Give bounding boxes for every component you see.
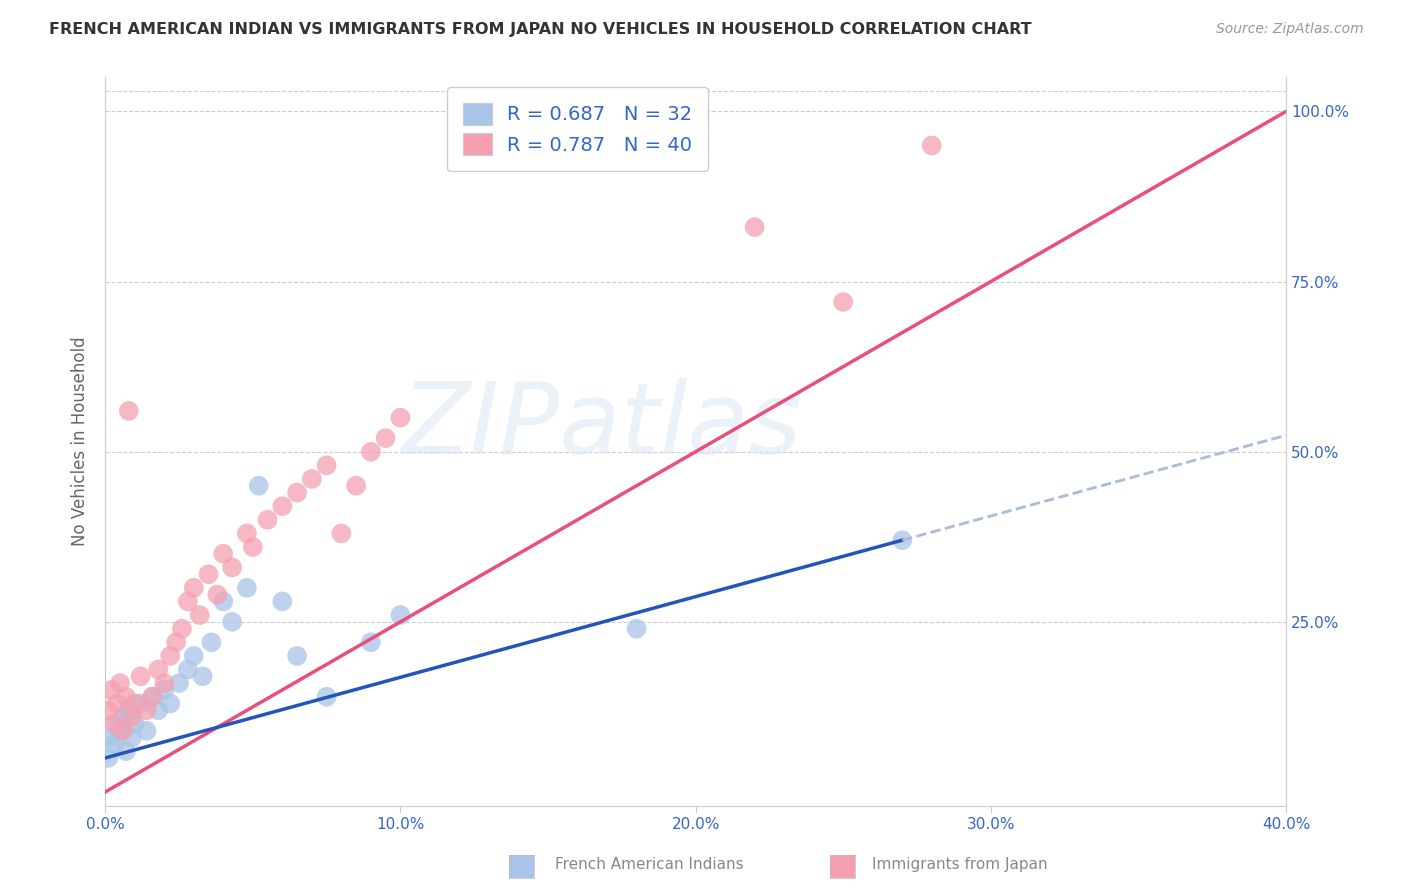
Point	[118, 404, 141, 418]
Point	[124, 717, 146, 731]
Point	[159, 697, 181, 711]
Point	[315, 690, 337, 704]
Point	[744, 220, 766, 235]
Point	[105, 697, 128, 711]
Point	[170, 622, 193, 636]
Point	[165, 635, 187, 649]
Point	[389, 608, 412, 623]
Point	[236, 526, 259, 541]
Point	[124, 697, 146, 711]
Point	[129, 669, 152, 683]
Point	[212, 594, 235, 608]
Point	[108, 723, 131, 738]
Point	[115, 744, 138, 758]
Point	[344, 479, 367, 493]
Point	[197, 567, 219, 582]
Point	[183, 648, 205, 663]
Point	[207, 588, 229, 602]
Point	[159, 648, 181, 663]
Point	[97, 751, 120, 765]
Point	[183, 581, 205, 595]
Point	[315, 458, 337, 473]
Point	[221, 615, 243, 629]
Point	[100, 731, 122, 745]
Point	[111, 723, 134, 738]
Text: Source: ZipAtlas.com: Source: ZipAtlas.com	[1216, 22, 1364, 37]
Point	[100, 682, 122, 697]
Point	[141, 690, 163, 704]
Point	[97, 703, 120, 717]
Point	[111, 710, 134, 724]
Legend: R = 0.687   N = 32, R = 0.787   N = 40: R = 0.687 N = 32, R = 0.787 N = 40	[447, 87, 709, 171]
Point	[129, 697, 152, 711]
Point	[118, 703, 141, 717]
Point	[921, 138, 943, 153]
Point	[148, 663, 170, 677]
Point	[177, 663, 200, 677]
Point	[188, 608, 211, 623]
Point	[148, 703, 170, 717]
Point	[103, 737, 125, 751]
Text: FRENCH AMERICAN INDIAN VS IMMIGRANTS FROM JAPAN NO VEHICLES IN HOUSEHOLD CORRELA: FRENCH AMERICAN INDIAN VS IMMIGRANTS FRO…	[49, 22, 1032, 37]
Point	[103, 717, 125, 731]
Point	[167, 676, 190, 690]
Point	[135, 723, 157, 738]
Point	[108, 676, 131, 690]
Point	[271, 594, 294, 608]
Text: French American Indians: French American Indians	[555, 857, 744, 872]
Point	[360, 635, 382, 649]
Point	[135, 703, 157, 717]
Point	[141, 690, 163, 704]
Point	[247, 479, 270, 493]
Point	[301, 472, 323, 486]
Point	[626, 622, 648, 636]
Point	[285, 648, 308, 663]
Point	[105, 717, 128, 731]
Point	[832, 295, 855, 310]
Point	[285, 485, 308, 500]
Point	[891, 533, 914, 548]
Point	[330, 526, 353, 541]
Point	[256, 513, 278, 527]
Point	[153, 682, 176, 697]
Point	[389, 410, 412, 425]
Point	[374, 431, 396, 445]
Y-axis label: No Vehicles in Household: No Vehicles in Household	[72, 336, 89, 546]
Point	[115, 690, 138, 704]
Point	[191, 669, 214, 683]
Point	[121, 731, 143, 745]
Point	[212, 547, 235, 561]
Point	[221, 560, 243, 574]
Point	[360, 444, 382, 458]
Text: Immigrants from Japan: Immigrants from Japan	[872, 857, 1047, 872]
Point	[177, 594, 200, 608]
Point	[200, 635, 222, 649]
Text: ZIPatlas: ZIPatlas	[401, 378, 801, 475]
Point	[242, 540, 264, 554]
Point	[153, 676, 176, 690]
Point	[121, 710, 143, 724]
Point	[271, 499, 294, 513]
Point	[236, 581, 259, 595]
